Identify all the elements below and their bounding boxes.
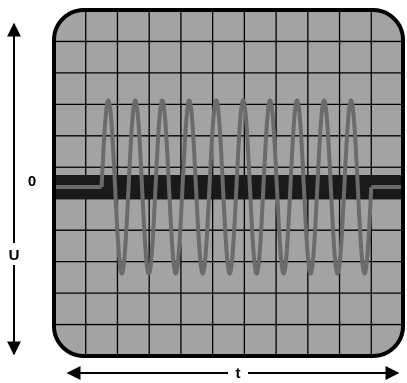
signal-trace	[54, 98, 403, 276]
y-axis-label: U	[9, 247, 20, 264]
zero-level-label: 0	[28, 173, 36, 190]
x-axis-label: t	[236, 365, 241, 382]
oscilloscope-screen	[52, 8, 405, 358]
screen-frame	[52, 8, 405, 358]
sine-burst	[99, 98, 374, 276]
